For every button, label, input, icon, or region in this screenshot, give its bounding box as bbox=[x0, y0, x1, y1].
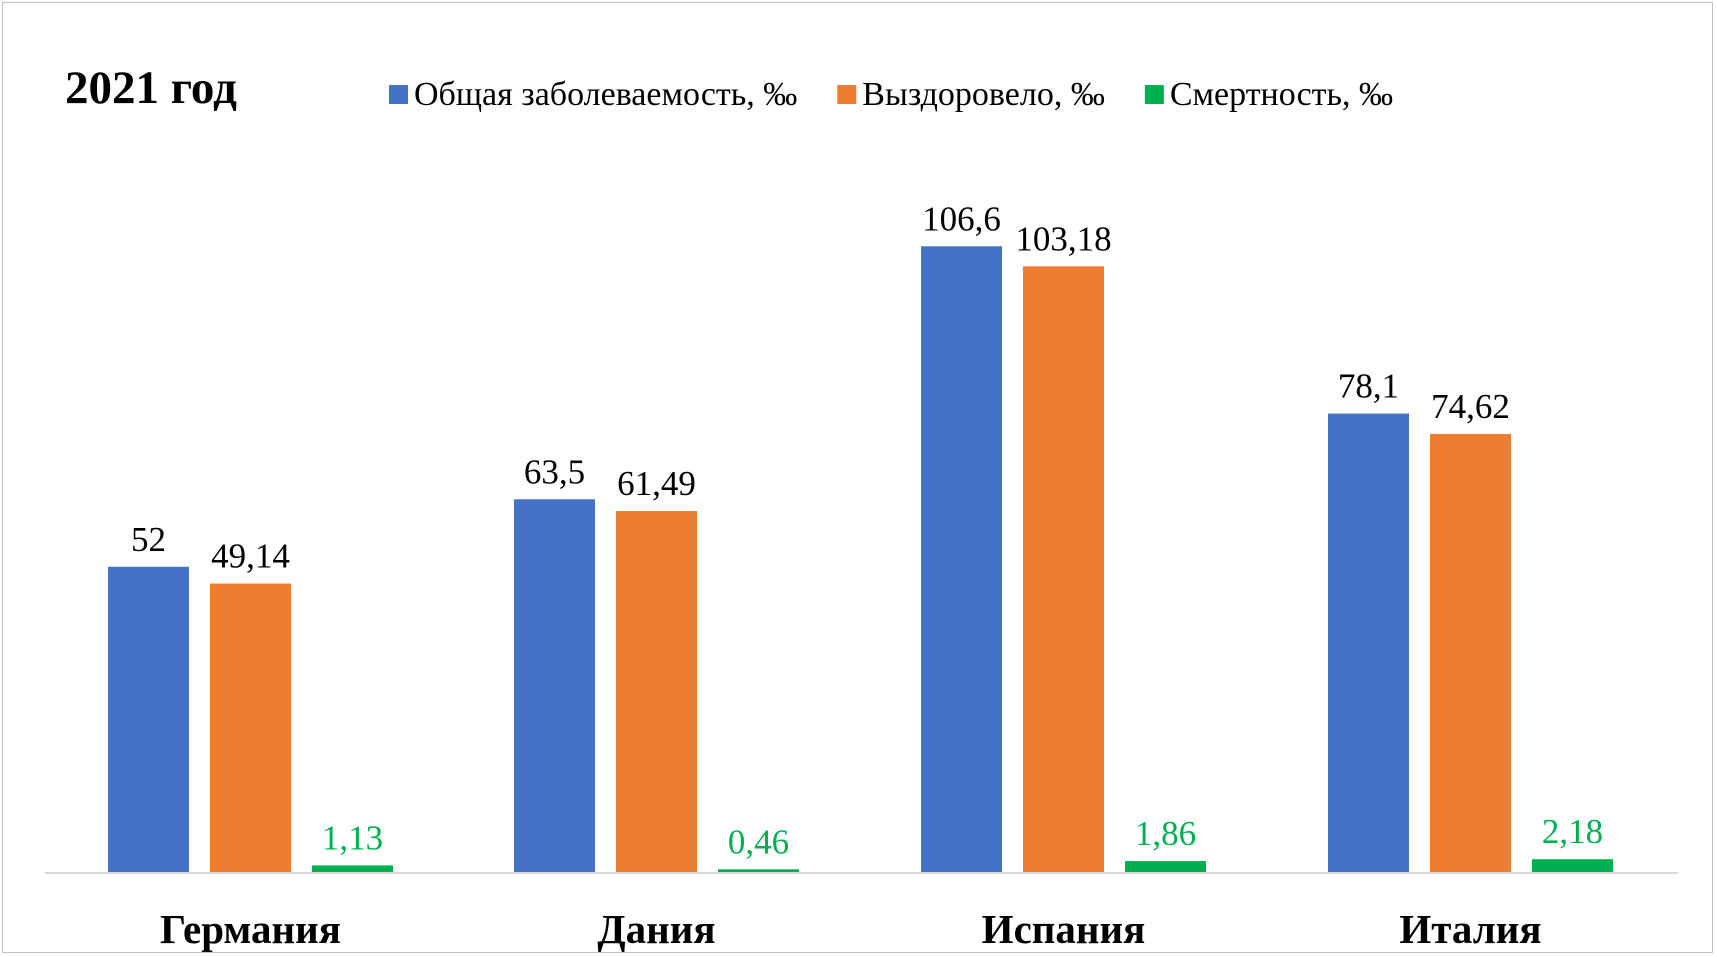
bar-3-3 bbox=[1125, 861, 1206, 872]
bar-3-2 bbox=[718, 869, 799, 872]
bar-3-1 bbox=[312, 865, 393, 872]
value-label-3-4: 2,18 bbox=[1542, 812, 1603, 851]
legend-label-1: Общая заболеваемость, ‰ bbox=[414, 76, 797, 113]
chart-svg: 2021 год Общая заболеваемость, ‰ Выздоров… bbox=[45, 62, 1678, 952]
category-label-4: Италия bbox=[1399, 906, 1541, 952]
value-label-2-1: 49,14 bbox=[211, 537, 290, 576]
category-label-2: Дания bbox=[597, 906, 715, 952]
legend-label-2: Выздоровело, ‰ bbox=[862, 76, 1105, 113]
category-label-3: Испания bbox=[982, 906, 1146, 952]
bar-2-3 bbox=[1023, 266, 1104, 873]
bar-2-2 bbox=[616, 511, 697, 872]
category-labels-group: Германия Дания Испания Италия bbox=[160, 906, 1542, 952]
value-label-2-3: 103,18 bbox=[1015, 219, 1111, 258]
bar-1-2 bbox=[514, 499, 595, 872]
category-label-1: Германия bbox=[160, 906, 341, 952]
legend-swatch-2 bbox=[837, 85, 857, 104]
legend: Общая заболеваемость, ‰ Выздоровело, ‰ Сме… bbox=[389, 76, 1393, 113]
value-label-3-1: 1,13 bbox=[322, 818, 383, 857]
legend-swatch-1 bbox=[389, 85, 408, 104]
value-labels-group: 52 63,5 106,6 78,1 49,14 61,49 103,18 74,62 1,13… bbox=[131, 199, 1603, 861]
bar-3-4 bbox=[1532, 859, 1613, 872]
legend-swatch-3 bbox=[1144, 85, 1164, 104]
bars-group bbox=[108, 246, 1613, 873]
value-label-3-3: 1,86 bbox=[1135, 814, 1196, 853]
value-label-1-4: 78,1 bbox=[1338, 367, 1399, 406]
value-label-2-2: 61,49 bbox=[617, 464, 696, 503]
value-label-1-3: 106,6 bbox=[922, 199, 1001, 238]
legend-label-3: Смертность, ‰ bbox=[1170, 76, 1393, 113]
value-label-3-2: 0,46 bbox=[728, 822, 789, 861]
chart-title: 2021 год bbox=[65, 62, 237, 114]
bar-1-1 bbox=[108, 566, 189, 872]
bar-1-4 bbox=[1328, 413, 1409, 872]
value-label-2-4: 74,62 bbox=[1431, 387, 1510, 426]
value-label-1-1: 52 bbox=[131, 520, 166, 559]
bar-2-1 bbox=[210, 583, 291, 872]
bar-1-3 bbox=[921, 246, 1002, 872]
value-label-1-2: 63,5 bbox=[524, 452, 585, 491]
bar-2-4 bbox=[1430, 433, 1511, 872]
